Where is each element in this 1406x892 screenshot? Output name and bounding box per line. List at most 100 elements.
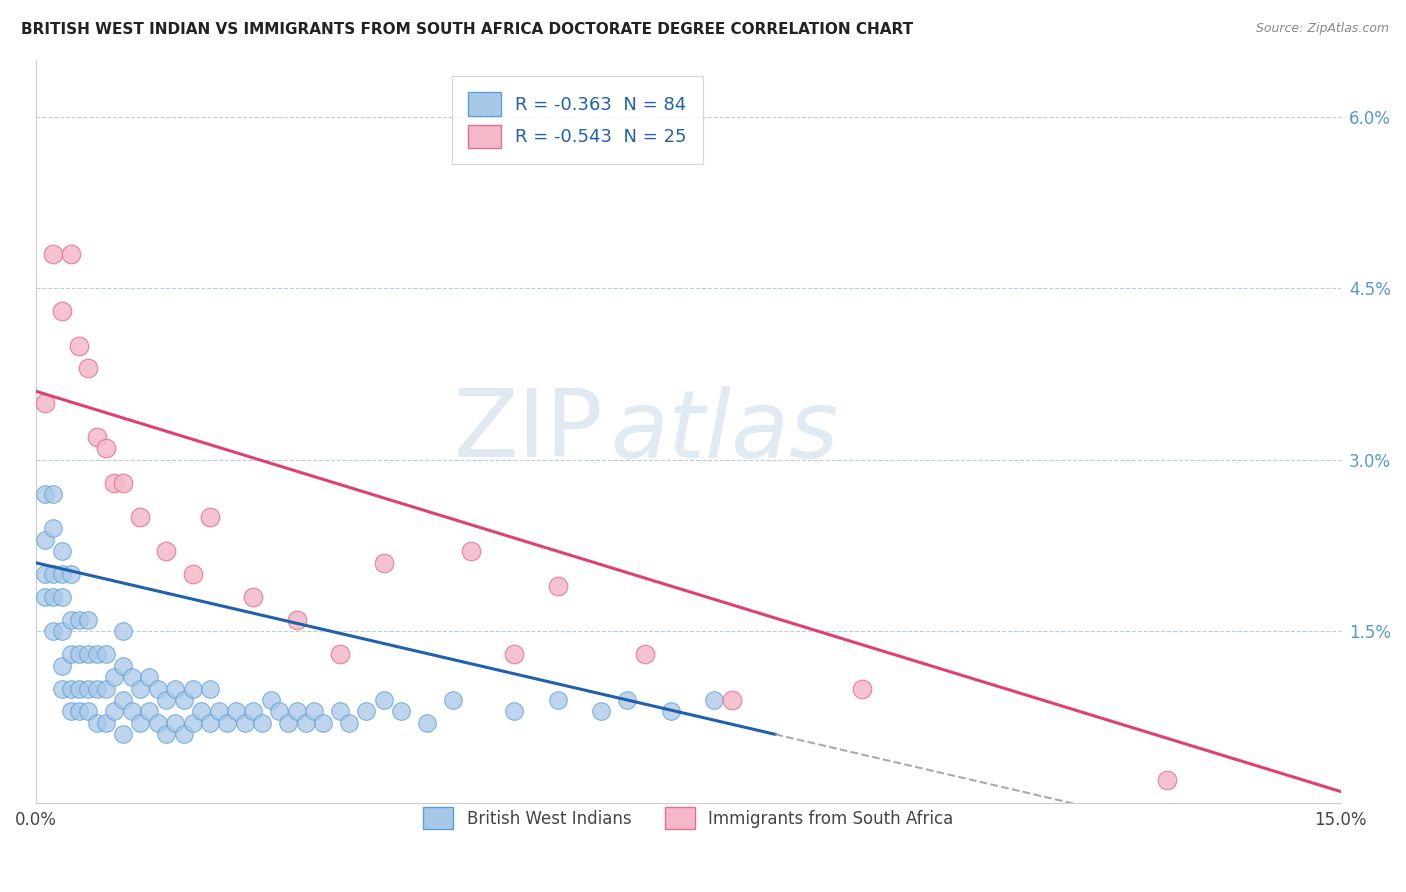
Point — [312, 715, 335, 730]
Point — [851, 681, 873, 696]
Point — [225, 705, 247, 719]
Point — [146, 681, 169, 696]
Point — [181, 567, 204, 582]
Point — [51, 681, 73, 696]
Point — [67, 681, 90, 696]
Point — [217, 715, 239, 730]
Point — [94, 442, 117, 456]
Text: BRITISH WEST INDIAN VS IMMIGRANTS FROM SOUTH AFRICA DOCTORATE DEGREE CORRELATION: BRITISH WEST INDIAN VS IMMIGRANTS FROM S… — [21, 22, 914, 37]
Point — [129, 510, 152, 524]
Point — [42, 521, 65, 535]
Point — [67, 613, 90, 627]
Point — [356, 705, 378, 719]
Point — [547, 693, 569, 707]
Point — [59, 648, 82, 662]
Point — [121, 705, 143, 719]
Point — [373, 556, 395, 570]
Text: ZIP: ZIP — [454, 385, 603, 477]
Point — [443, 693, 465, 707]
Point — [233, 715, 256, 730]
Point — [59, 705, 82, 719]
Point — [503, 705, 526, 719]
Point — [94, 715, 117, 730]
Point — [304, 705, 326, 719]
Point — [111, 475, 134, 490]
Point — [103, 475, 125, 490]
Point — [198, 510, 221, 524]
Point — [242, 590, 264, 604]
Point — [207, 705, 229, 719]
Point — [86, 715, 108, 730]
Point — [138, 670, 160, 684]
Point — [337, 715, 360, 730]
Point — [181, 715, 204, 730]
Point — [703, 693, 725, 707]
Point — [103, 670, 125, 684]
Point — [173, 727, 195, 741]
Point — [86, 681, 108, 696]
Point — [59, 567, 82, 582]
Point — [129, 715, 152, 730]
Point — [94, 681, 117, 696]
Point — [129, 681, 152, 696]
Legend: British West Indians, Immigrants from South Africa: British West Indians, Immigrants from So… — [416, 801, 960, 836]
Point — [659, 705, 682, 719]
Point — [155, 727, 177, 741]
Point — [173, 693, 195, 707]
Point — [198, 715, 221, 730]
Text: atlas: atlas — [610, 385, 838, 477]
Point — [155, 544, 177, 558]
Point — [34, 567, 56, 582]
Point — [155, 693, 177, 707]
Point — [51, 658, 73, 673]
Point — [616, 693, 638, 707]
Point — [51, 624, 73, 639]
Point — [67, 705, 90, 719]
Point — [86, 430, 108, 444]
Point — [42, 624, 65, 639]
Point — [329, 705, 352, 719]
Point — [373, 693, 395, 707]
Point — [146, 715, 169, 730]
Point — [591, 705, 613, 719]
Point — [294, 715, 316, 730]
Point — [42, 590, 65, 604]
Point — [277, 715, 299, 730]
Point — [329, 648, 352, 662]
Point — [242, 705, 264, 719]
Point — [51, 544, 73, 558]
Point — [1156, 773, 1178, 788]
Point — [59, 247, 82, 261]
Point — [42, 487, 65, 501]
Point — [103, 705, 125, 719]
Point — [269, 705, 291, 719]
Point — [51, 567, 73, 582]
Point — [165, 681, 187, 696]
Point — [138, 705, 160, 719]
Point — [51, 590, 73, 604]
Point — [42, 247, 65, 261]
Point — [77, 361, 100, 376]
Point — [77, 705, 100, 719]
Point — [59, 613, 82, 627]
Point — [111, 624, 134, 639]
Point — [503, 648, 526, 662]
Point — [34, 533, 56, 547]
Point — [720, 693, 742, 707]
Point — [250, 715, 273, 730]
Point — [634, 648, 657, 662]
Point — [77, 648, 100, 662]
Point — [34, 487, 56, 501]
Point — [547, 579, 569, 593]
Point — [190, 705, 212, 719]
Point — [77, 613, 100, 627]
Point — [260, 693, 283, 707]
Point — [67, 338, 90, 352]
Point — [460, 544, 482, 558]
Point — [51, 304, 73, 318]
Point — [111, 693, 134, 707]
Point — [285, 613, 308, 627]
Point — [181, 681, 204, 696]
Point — [34, 395, 56, 409]
Point — [121, 670, 143, 684]
